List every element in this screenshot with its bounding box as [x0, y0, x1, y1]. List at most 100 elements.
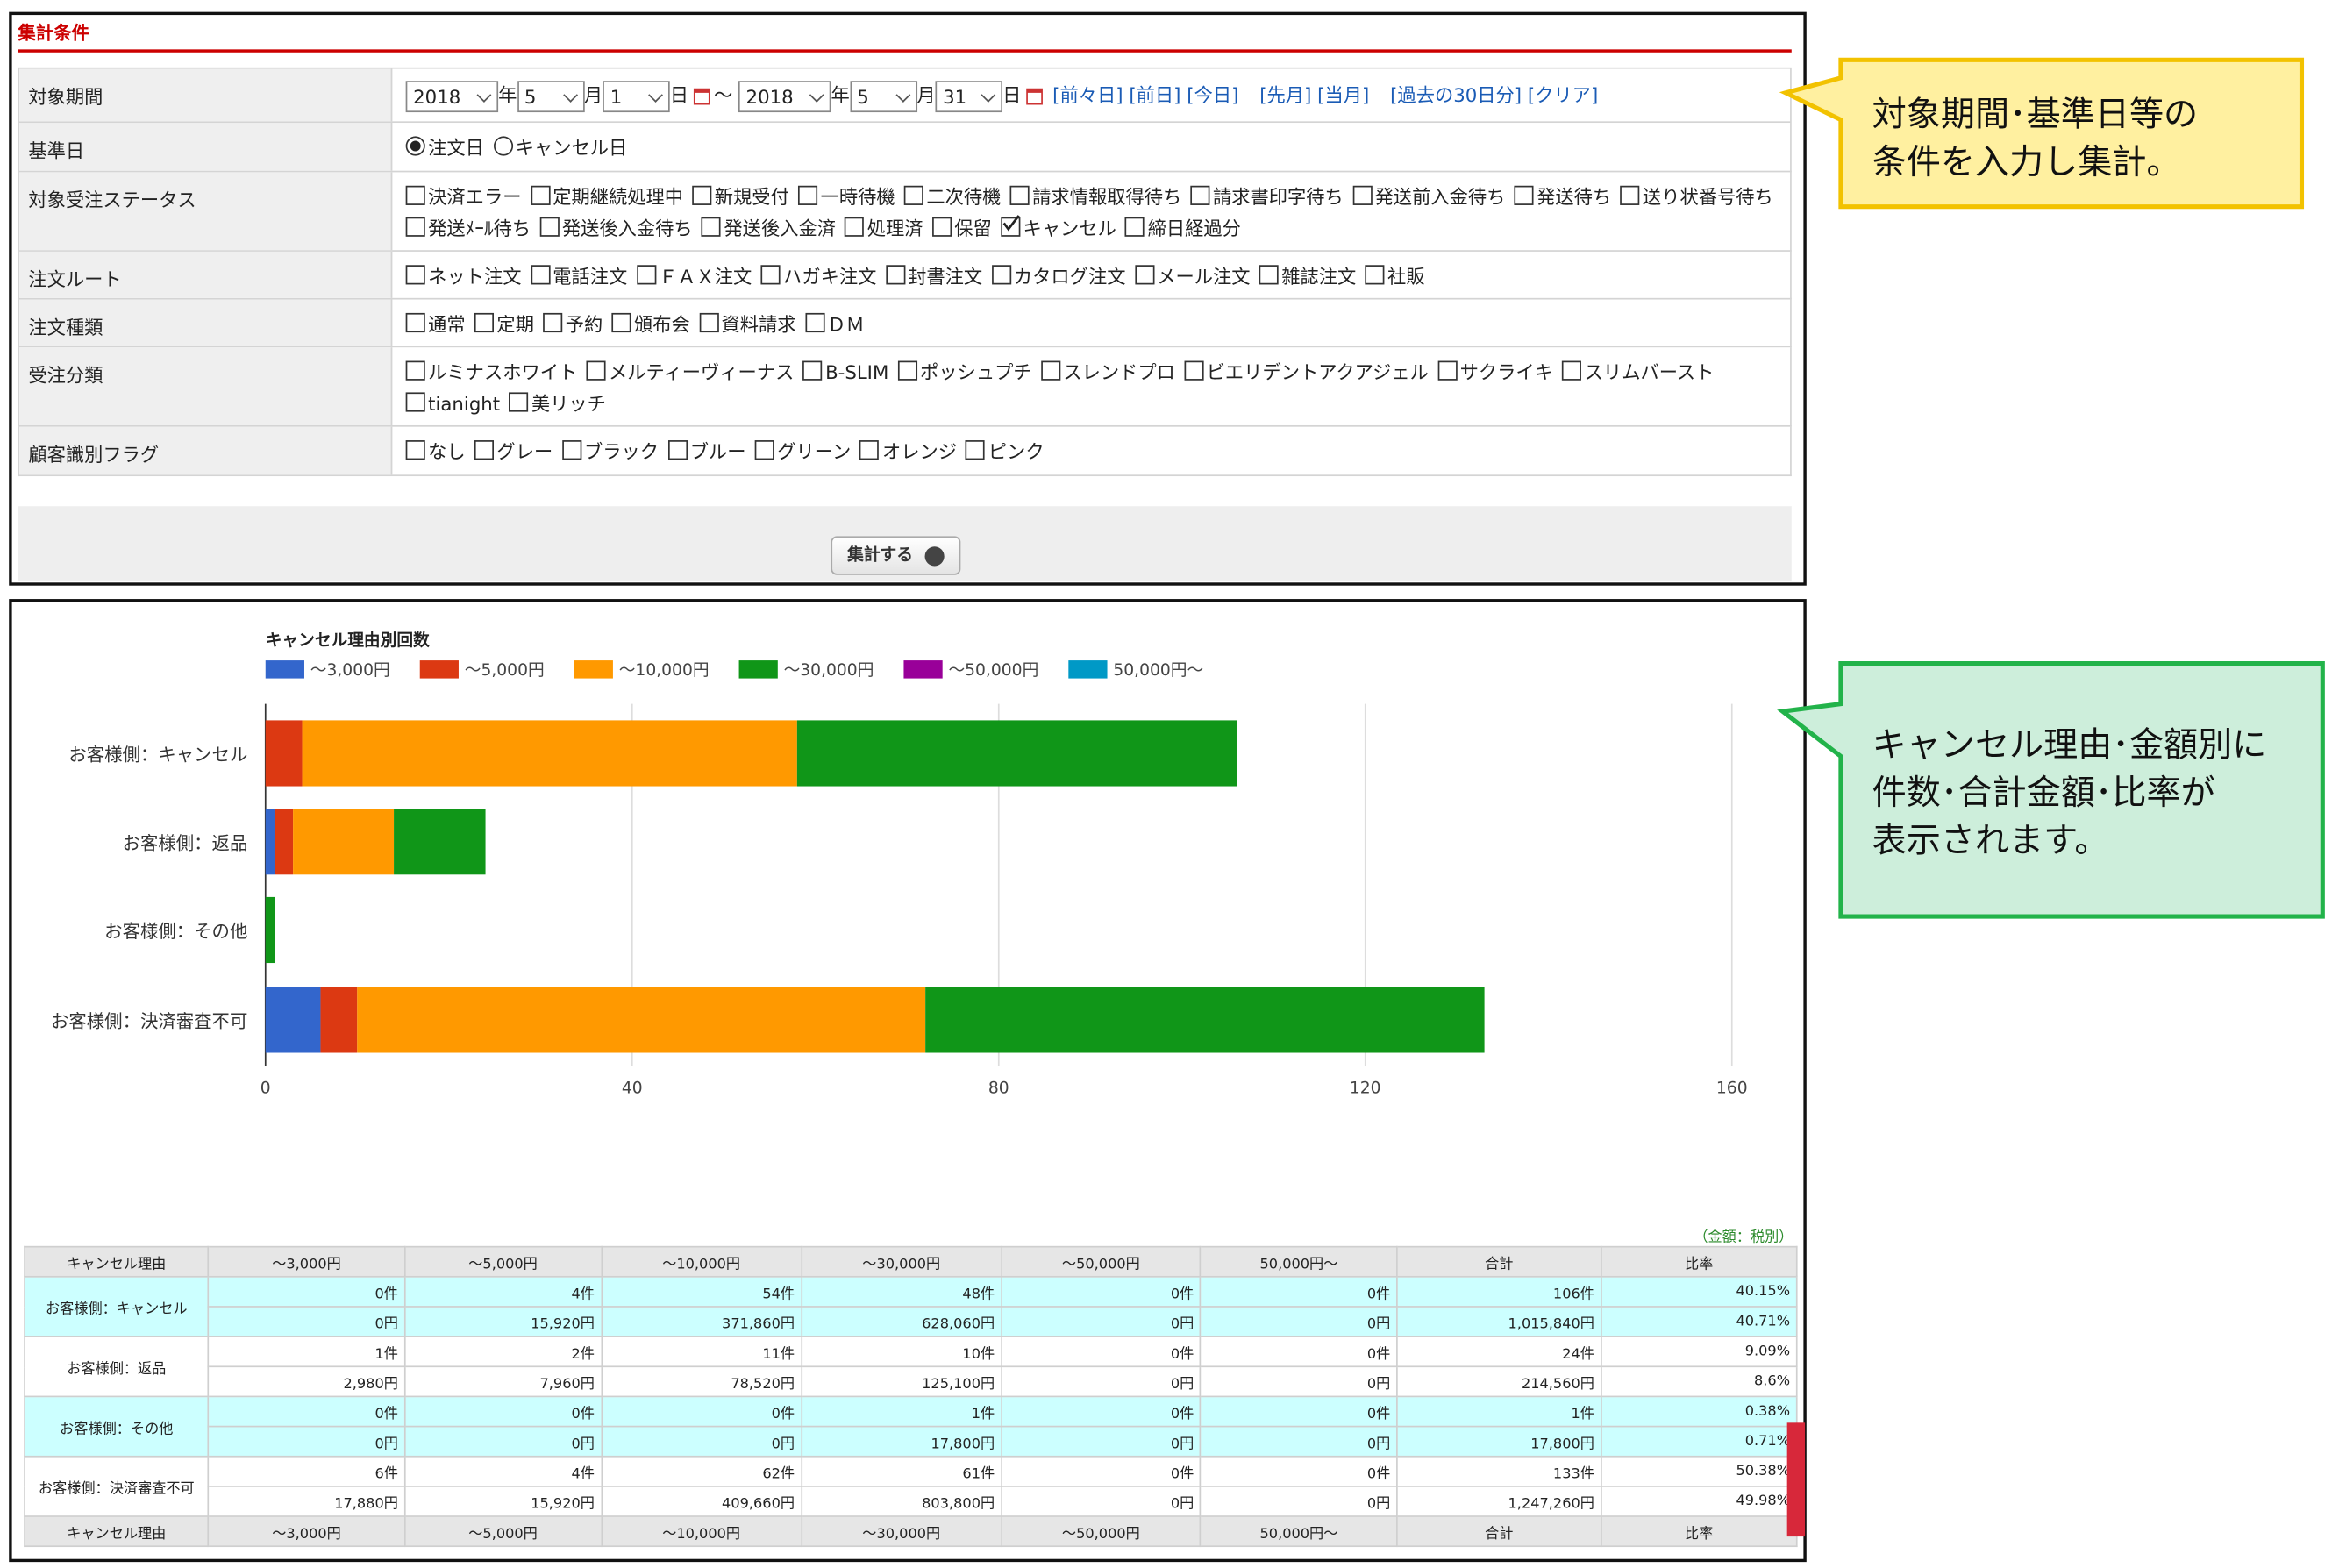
option[interactable]: ブラック	[561, 436, 659, 467]
option[interactable]: tianight	[405, 388, 500, 419]
option[interactable]: 頒布会	[611, 309, 690, 340]
option[interactable]: 新規受付	[692, 182, 789, 213]
checkbox	[405, 217, 425, 237]
option[interactable]: 予約	[543, 309, 603, 340]
option[interactable]: 電話注文	[530, 260, 627, 292]
date-link[interactable]: [前々日]	[1052, 83, 1123, 107]
value-cell: 1件	[1396, 1395, 1602, 1428]
option[interactable]: ＤＭ	[804, 309, 865, 340]
value-cell: 54件	[600, 1275, 802, 1308]
date-link[interactable]: [過去の30日分]	[1390, 83, 1522, 107]
callout-text: 対象期間･基準日等の	[1872, 95, 2199, 134]
option[interactable]: 発送待ち	[1514, 182, 1611, 213]
value-cell: 24件	[1396, 1336, 1602, 1368]
option[interactable]: ブルー	[667, 436, 746, 467]
option[interactable]: 社販	[1365, 260, 1425, 292]
option-label: ピンク	[988, 440, 1045, 463]
option[interactable]: メルティーヴィーナス	[586, 356, 794, 388]
option[interactable]: キャンセル日	[493, 132, 627, 163]
select-box[interactable]: 1	[603, 81, 670, 113]
checkbox	[931, 217, 952, 237]
option[interactable]: 保留	[931, 212, 992, 244]
value-cell: 78,520円	[600, 1365, 802, 1398]
option[interactable]: ハガキ注文	[760, 260, 876, 292]
option[interactable]: 送り状番号待ち	[1620, 182, 1773, 213]
option[interactable]: 発送後入金待ち	[539, 212, 693, 244]
option[interactable]: グリーン	[754, 436, 851, 467]
option-label: オレンジ	[882, 440, 958, 463]
option[interactable]: 請求書印字待ち	[1190, 182, 1344, 213]
option[interactable]: 雑誌注文	[1259, 260, 1356, 292]
option[interactable]: グレー	[474, 436, 553, 467]
option[interactable]: 締日経過分	[1125, 212, 1241, 244]
option[interactable]: なし	[405, 436, 466, 467]
date-link[interactable]: [クリア]	[1527, 83, 1599, 107]
option[interactable]: ネット注文	[405, 260, 521, 292]
row-content: なし グレー ブラック ブルー グリーン オレンジ ピンク	[394, 427, 1790, 475]
date-link[interactable]: [当月]	[1317, 83, 1370, 107]
callout-text: 表示されます。	[1872, 822, 2109, 861]
option[interactable]: キャンセル	[1001, 212, 1116, 244]
option[interactable]: ルミナスホワイト	[405, 356, 577, 388]
option[interactable]: オレンジ	[859, 436, 957, 467]
date-link[interactable]: [先月]	[1259, 83, 1312, 107]
option[interactable]: 注文日	[405, 132, 484, 163]
select-box[interactable]: 5	[517, 81, 584, 113]
select-box[interactable]: 2018	[405, 81, 499, 113]
option[interactable]: ビエリデントアクアジェル	[1184, 356, 1429, 388]
value-cell: 0件	[207, 1275, 406, 1308]
option[interactable]: B-SLIM	[802, 356, 888, 388]
checkbox	[1352, 185, 1373, 205]
value-cell: 0件	[600, 1395, 802, 1428]
value-cell: 0件	[1000, 1455, 1202, 1487]
side-tab[interactable]	[1786, 1422, 1806, 1537]
option[interactable]: 発送後入金済	[701, 212, 836, 244]
select-box[interactable]: 2018	[738, 81, 831, 113]
option[interactable]: 発送ﾒｰﾙ待ち	[405, 212, 531, 244]
checkbox	[405, 440, 425, 460]
option[interactable]: 通常	[405, 309, 466, 340]
option-label: 決済エラー	[428, 185, 522, 209]
header-row: キャンセル理由 ～3,000円 ～5,000円 ～10,000円 ～30,000円 ～50…	[24, 1245, 1798, 1278]
option[interactable]: スレンドプロ	[1040, 356, 1175, 388]
option[interactable]: 処理済	[845, 212, 923, 244]
option[interactable]: ピンク	[966, 436, 1045, 467]
value-cell: 49.98%	[1600, 1486, 1798, 1517]
y-tick-label: お客様側：その他	[104, 921, 247, 942]
option[interactable]: 封書注文	[885, 260, 982, 292]
bar-segment	[320, 987, 358, 1053]
value-cell: 803,800円	[800, 1486, 1002, 1517]
select-box[interactable]: 31	[935, 81, 1003, 113]
option[interactable]: カタログ注文	[991, 260, 1125, 292]
option-label: 新規受付	[714, 185, 789, 209]
callout-box	[1777, 660, 2325, 919]
option-label: 送り状番号待ち	[1642, 185, 1773, 209]
checkbox	[586, 360, 606, 381]
option[interactable]: 二次待機	[903, 182, 1001, 213]
option[interactable]: 一時待機	[798, 182, 895, 213]
row-label: 対象受注ステータス	[19, 172, 393, 251]
option[interactable]: 美リッチ	[509, 388, 606, 419]
legend-swatch	[1068, 660, 1108, 679]
option[interactable]: スリムバースト	[1562, 356, 1714, 388]
option[interactable]: ＦＡＸ注文	[636, 260, 752, 292]
option[interactable]: 請求情報取得待ち	[1009, 182, 1181, 213]
check-mark	[1002, 215, 1020, 232]
option[interactable]: ポッシュプチ	[897, 356, 1032, 388]
select-box[interactable]: 5	[849, 81, 917, 113]
option[interactable]: サクライキ	[1437, 356, 1553, 388]
header-cell: キャンセル理由	[24, 1515, 210, 1548]
date-link[interactable]: [前日]	[1129, 83, 1181, 107]
checkbox	[991, 265, 1011, 285]
checkbox	[530, 265, 550, 285]
submit-button[interactable]: 集計する	[831, 536, 961, 575]
data-row: お客様側：返品 1件 2件 11件 10件 0件 0件 24件 9.09%	[24, 1336, 1798, 1398]
date-link[interactable]: [今日]	[1187, 83, 1239, 107]
option[interactable]: 発送前入金待ち	[1352, 182, 1505, 213]
option[interactable]: 定期継続処理中	[530, 182, 683, 213]
value-cell: 61件	[800, 1455, 1002, 1487]
option[interactable]: 決済エラー	[405, 182, 522, 213]
option[interactable]: 定期	[474, 309, 534, 340]
option[interactable]: メール注文	[1134, 260, 1251, 292]
option[interactable]: 資料請求	[698, 309, 796, 340]
